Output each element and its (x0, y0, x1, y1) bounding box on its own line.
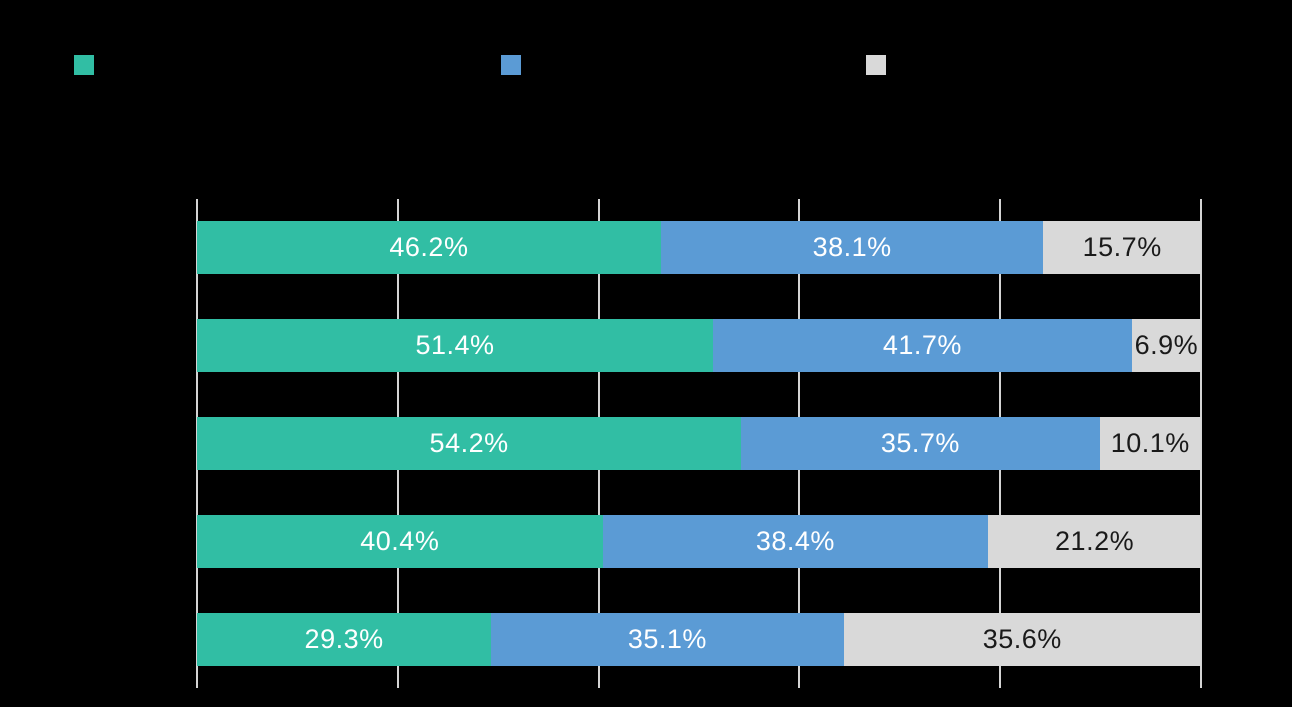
bar-segment-series-1-teal: 54.2% (197, 417, 742, 470)
bar-value-label: 35.7% (880, 428, 960, 458)
bar-value-label: 51.4% (415, 330, 495, 361)
bar-segment-series-1-teal: 40.4% (197, 514, 603, 568)
bar-segment-series-3-gray: 10.1% (1099, 417, 1201, 470)
bar-value-label: 38.4% (755, 525, 835, 556)
bar-segment-series-2-blue: 41.7% (713, 319, 1132, 373)
legend-swatch-series-1[interactable] (74, 55, 94, 75)
bar-row: 51.4% 41.7% 6.9% (197, 319, 1201, 373)
bar-value-label: 38.1% (812, 232, 892, 263)
legend (0, 0, 1292, 130)
bar-value-label: 46.2% (389, 232, 469, 263)
bar-row: 46.2% 38.1% 15.7% (197, 221, 1201, 275)
gridline (1200, 199, 1202, 688)
bar-value-label: 29.3% (304, 623, 384, 654)
bar-value-label: 35.6% (982, 623, 1062, 654)
bar-segment-series-1-teal: 29.3% (197, 612, 492, 666)
bar-segment-series-2-blue: 35.1% (491, 612, 844, 666)
bar-value-label: 6.9% (1134, 330, 1199, 361)
bar-segment-series-2-blue: 38.1% (660, 221, 1044, 275)
bar-segment-series-1-teal: 51.4% (197, 319, 714, 373)
bar-value-label: 15.7% (1082, 232, 1162, 263)
bar-value-label: 41.7% (882, 330, 962, 361)
bar-segment-series-3-gray: 21.2% (988, 514, 1201, 568)
bar-value-label: 40.4% (360, 525, 440, 556)
bar-segment-series-2-blue: 38.4% (602, 514, 989, 568)
legend-swatch-series-2[interactable] (501, 55, 521, 75)
bar-segment-series-3-gray: 35.6% (843, 612, 1201, 666)
legend-swatch-series-3[interactable] (866, 55, 886, 75)
bar-value-label: 54.2% (429, 428, 509, 458)
bar-segment-series-3-gray: 15.7% (1043, 221, 1201, 275)
bar-segment-series-2-blue: 35.7% (741, 417, 1100, 470)
bar-row: 40.4% 38.4% 21.2% (197, 514, 1201, 568)
bar-segment-series-3-gray: 6.9% (1131, 319, 1201, 373)
plot-area: 46.2% 38.1% 15.7% 51.4% 41.7% 6.9% 54.2% 35.7% 1… (196, 199, 1202, 688)
bar-value-label: 21.2% (1055, 525, 1135, 556)
bar-value-label: 35.1% (627, 623, 707, 654)
bar-row: 29.3% 35.1% 35.6% (197, 612, 1201, 666)
bar-value-label: 10.1% (1110, 428, 1190, 458)
bar-segment-series-1-teal: 46.2% (197, 221, 661, 275)
bar-row: 54.2% 35.7% 10.1% (197, 417, 1201, 470)
